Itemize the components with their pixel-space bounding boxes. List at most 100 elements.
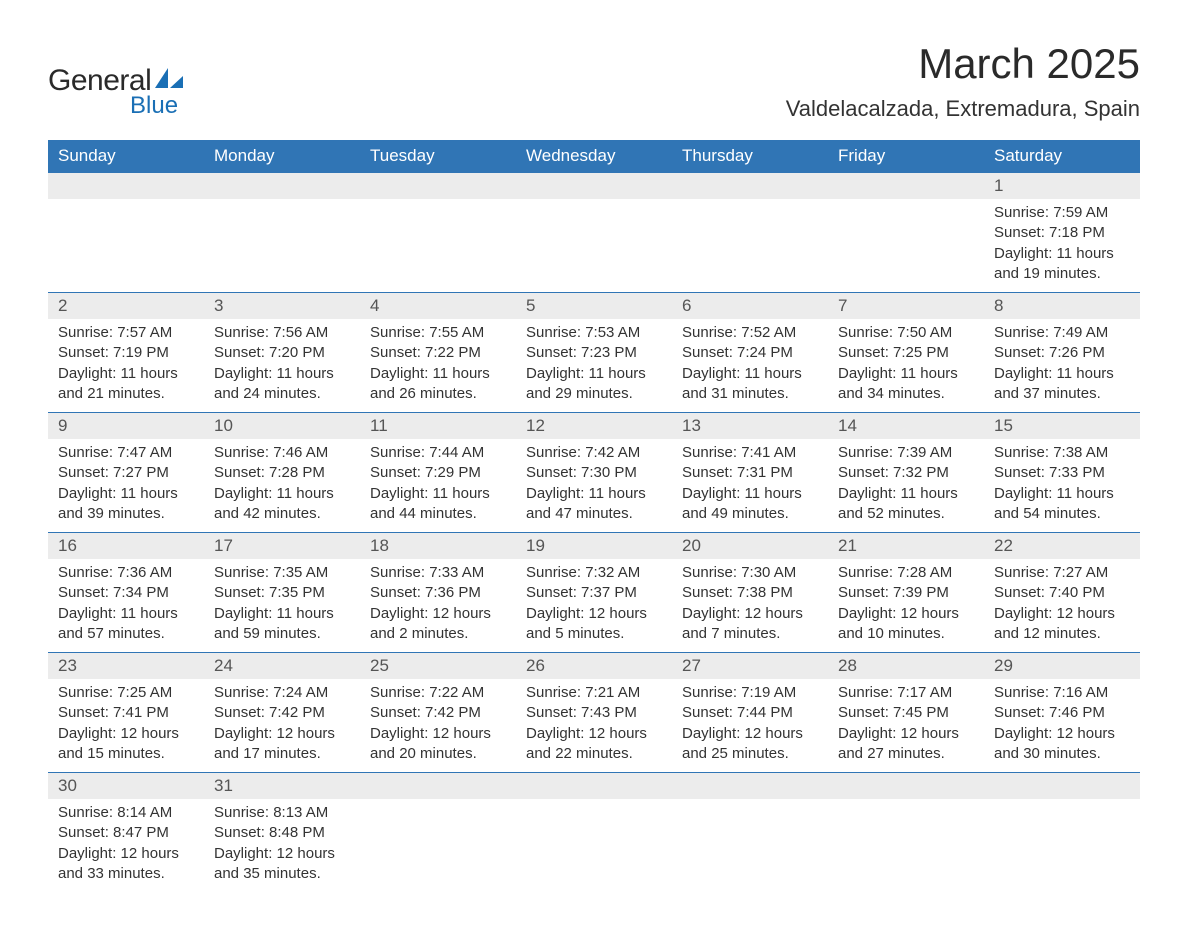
day-number: [204, 173, 360, 199]
day-number: 10: [204, 413, 360, 439]
day-details: [672, 199, 828, 231]
daylight-text: Daylight: 11 hours and 59 minutes.: [214, 604, 350, 645]
sunset-text: Sunset: 7:32 PM: [838, 463, 974, 483]
day-details: Sunrise: 7:21 AMSunset: 7:43 PMDaylight:…: [516, 679, 672, 772]
day-details: Sunrise: 7:35 AMSunset: 7:35 PMDaylight:…: [204, 559, 360, 652]
day-number: 29: [984, 653, 1140, 679]
calendar-cell: [828, 173, 984, 293]
day-details: Sunrise: 7:16 AMSunset: 7:46 PMDaylight:…: [984, 679, 1140, 772]
day-details: Sunrise: 7:44 AMSunset: 7:29 PMDaylight:…: [360, 439, 516, 532]
day-header: Monday: [204, 140, 360, 173]
daylight-text: Daylight: 11 hours and 49 minutes.: [682, 484, 818, 525]
calendar-cell: 2Sunrise: 7:57 AMSunset: 7:19 PMDaylight…: [48, 293, 204, 413]
sunset-text: Sunset: 8:47 PM: [58, 823, 194, 843]
day-details: [204, 199, 360, 231]
calendar-cell: 31Sunrise: 8:13 AMSunset: 8:48 PMDayligh…: [204, 773, 360, 893]
day-number: 19: [516, 533, 672, 559]
day-details: Sunrise: 7:25 AMSunset: 7:41 PMDaylight:…: [48, 679, 204, 772]
day-number: 20: [672, 533, 828, 559]
day-number: [828, 773, 984, 799]
day-number: 31: [204, 773, 360, 799]
calendar-cell: 6Sunrise: 7:52 AMSunset: 7:24 PMDaylight…: [672, 293, 828, 413]
daylight-text: Daylight: 11 hours and 26 minutes.: [370, 364, 506, 405]
day-number: 28: [828, 653, 984, 679]
location-text: Valdelacalzada, Extremadura, Spain: [786, 96, 1140, 122]
month-title: March 2025: [786, 40, 1140, 88]
calendar-cell: 9Sunrise: 7:47 AMSunset: 7:27 PMDaylight…: [48, 413, 204, 533]
day-number: 30: [48, 773, 204, 799]
day-number: [516, 773, 672, 799]
sunrise-text: Sunrise: 7:44 AM: [370, 443, 506, 463]
sunset-text: Sunset: 7:42 PM: [214, 703, 350, 723]
calendar-cell: 25Sunrise: 7:22 AMSunset: 7:42 PMDayligh…: [360, 653, 516, 773]
calendar-cell: 23Sunrise: 7:25 AMSunset: 7:41 PMDayligh…: [48, 653, 204, 773]
calendar-cell: 12Sunrise: 7:42 AMSunset: 7:30 PMDayligh…: [516, 413, 672, 533]
sunset-text: Sunset: 7:19 PM: [58, 343, 194, 363]
day-details: Sunrise: 7:27 AMSunset: 7:40 PMDaylight:…: [984, 559, 1140, 652]
calendar-cell: 7Sunrise: 7:50 AMSunset: 7:25 PMDaylight…: [828, 293, 984, 413]
sunrise-text: Sunrise: 7:32 AM: [526, 563, 662, 583]
daylight-text: Daylight: 12 hours and 15 minutes.: [58, 724, 194, 765]
day-number: 13: [672, 413, 828, 439]
sunrise-text: Sunrise: 7:25 AM: [58, 683, 194, 703]
sunrise-text: Sunrise: 7:19 AM: [682, 683, 818, 703]
day-number: 7: [828, 293, 984, 319]
title-block: March 2025 Valdelacalzada, Extremadura, …: [786, 40, 1140, 122]
sunrise-text: Sunrise: 7:36 AM: [58, 563, 194, 583]
calendar-week-row: 23Sunrise: 7:25 AMSunset: 7:41 PMDayligh…: [48, 653, 1140, 773]
calendar-cell: [672, 773, 828, 893]
day-details: Sunrise: 7:33 AMSunset: 7:36 PMDaylight:…: [360, 559, 516, 652]
sunset-text: Sunset: 8:48 PM: [214, 823, 350, 843]
day-details: Sunrise: 7:42 AMSunset: 7:30 PMDaylight:…: [516, 439, 672, 532]
daylight-text: Daylight: 12 hours and 27 minutes.: [838, 724, 974, 765]
day-details: [516, 199, 672, 231]
daylight-text: Daylight: 12 hours and 20 minutes.: [370, 724, 506, 765]
day-details: Sunrise: 8:13 AMSunset: 8:48 PMDaylight:…: [204, 799, 360, 892]
sunset-text: Sunset: 7:26 PM: [994, 343, 1130, 363]
logo-word2: Blue: [130, 92, 185, 120]
sunset-text: Sunset: 7:44 PM: [682, 703, 818, 723]
sunrise-text: Sunrise: 7:35 AM: [214, 563, 350, 583]
daylight-text: Daylight: 11 hours and 29 minutes.: [526, 364, 662, 405]
calendar-cell: 16Sunrise: 7:36 AMSunset: 7:34 PMDayligh…: [48, 533, 204, 653]
daylight-text: Daylight: 12 hours and 25 minutes.: [682, 724, 818, 765]
calendar-cell: 27Sunrise: 7:19 AMSunset: 7:44 PMDayligh…: [672, 653, 828, 773]
day-details: Sunrise: 7:19 AMSunset: 7:44 PMDaylight:…: [672, 679, 828, 772]
daylight-text: Daylight: 11 hours and 44 minutes.: [370, 484, 506, 525]
calendar-week-row: 9Sunrise: 7:47 AMSunset: 7:27 PMDaylight…: [48, 413, 1140, 533]
daylight-text: Daylight: 12 hours and 12 minutes.: [994, 604, 1130, 645]
calendar-cell: 15Sunrise: 7:38 AMSunset: 7:33 PMDayligh…: [984, 413, 1140, 533]
daylight-text: Daylight: 11 hours and 54 minutes.: [994, 484, 1130, 525]
day-number: 26: [516, 653, 672, 679]
day-number: 4: [360, 293, 516, 319]
sunrise-text: Sunrise: 7:50 AM: [838, 323, 974, 343]
day-number: [360, 773, 516, 799]
daylight-text: Daylight: 12 hours and 17 minutes.: [214, 724, 350, 765]
calendar-cell: [204, 173, 360, 293]
day-details: [828, 799, 984, 831]
day-number: 21: [828, 533, 984, 559]
sunrise-text: Sunrise: 7:21 AM: [526, 683, 662, 703]
calendar-cell: 21Sunrise: 7:28 AMSunset: 7:39 PMDayligh…: [828, 533, 984, 653]
calendar-cell: [672, 173, 828, 293]
day-number: 8: [984, 293, 1140, 319]
day-details: Sunrise: 7:41 AMSunset: 7:31 PMDaylight:…: [672, 439, 828, 532]
sunset-text: Sunset: 7:18 PM: [994, 223, 1130, 243]
day-details: Sunrise: 7:22 AMSunset: 7:42 PMDaylight:…: [360, 679, 516, 772]
sunrise-text: Sunrise: 7:22 AM: [370, 683, 506, 703]
calendar-cell: 24Sunrise: 7:24 AMSunset: 7:42 PMDayligh…: [204, 653, 360, 773]
day-number: 1: [984, 173, 1140, 199]
sunset-text: Sunset: 7:28 PM: [214, 463, 350, 483]
sunset-text: Sunset: 7:46 PM: [994, 703, 1130, 723]
sunrise-text: Sunrise: 7:57 AM: [58, 323, 194, 343]
sunrise-text: Sunrise: 7:41 AM: [682, 443, 818, 463]
day-number: 5: [516, 293, 672, 319]
daylight-text: Daylight: 12 hours and 33 minutes.: [58, 844, 194, 885]
daylight-text: Daylight: 11 hours and 52 minutes.: [838, 484, 974, 525]
day-header: Wednesday: [516, 140, 672, 173]
day-number: [672, 173, 828, 199]
sunset-text: Sunset: 7:33 PM: [994, 463, 1130, 483]
daylight-text: Daylight: 12 hours and 30 minutes.: [994, 724, 1130, 765]
daylight-text: Daylight: 11 hours and 37 minutes.: [994, 364, 1130, 405]
sunset-text: Sunset: 7:41 PM: [58, 703, 194, 723]
